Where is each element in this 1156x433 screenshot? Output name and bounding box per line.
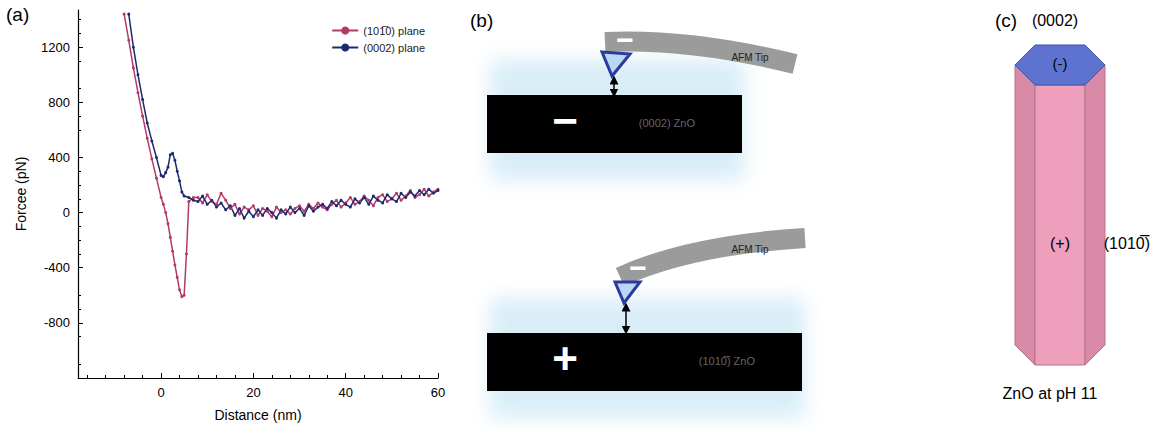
svg-text:(1010̅) ZnO: (1010̅) ZnO — [699, 355, 756, 367]
svg-text:AFM Tip: AFM Tip — [731, 52, 769, 63]
svg-text:(0002) ZnO: (0002) ZnO — [639, 117, 696, 129]
svg-text:400: 400 — [48, 150, 70, 165]
svg-text:-400: -400 — [44, 260, 70, 275]
svg-text:(1010̅): (1010̅) — [1104, 235, 1150, 252]
svg-text:(101̅0) plane: (101̅0) plane — [363, 25, 425, 37]
svg-text:40: 40 — [338, 385, 352, 400]
svg-text:800: 800 — [48, 95, 70, 110]
svg-text:0: 0 — [63, 205, 70, 220]
svg-text:(0002) plane: (0002) plane — [363, 42, 425, 54]
svg-text:−: − — [616, 23, 634, 56]
svg-text:20: 20 — [246, 385, 260, 400]
svg-text:+: + — [552, 334, 578, 383]
svg-text:(0002): (0002) — [1032, 12, 1078, 29]
svg-text:Distance (nm): Distance (nm) — [214, 407, 301, 423]
svg-text:-800: -800 — [44, 315, 70, 330]
svg-text:1200: 1200 — [41, 40, 70, 55]
svg-text:−: − — [552, 96, 578, 145]
svg-text:−: − — [629, 251, 647, 284]
svg-text:AFM Tip: AFM Tip — [731, 244, 769, 255]
svg-text:0: 0 — [157, 385, 164, 400]
svg-text:(-): (-) — [1053, 55, 1068, 72]
svg-text:(b): (b) — [470, 10, 493, 31]
svg-text:60: 60 — [431, 385, 445, 400]
html-text:(a): (a) — [6, 4, 30, 25]
svg-text:Forcee (pN): Forcee (pN) — [13, 157, 29, 232]
svg-text:(+): (+) — [1050, 235, 1070, 252]
svg-text:(c): (c) — [995, 10, 1017, 31]
svg-text:ZnO at pH 11: ZnO at pH 11 — [1003, 385, 1098, 402]
